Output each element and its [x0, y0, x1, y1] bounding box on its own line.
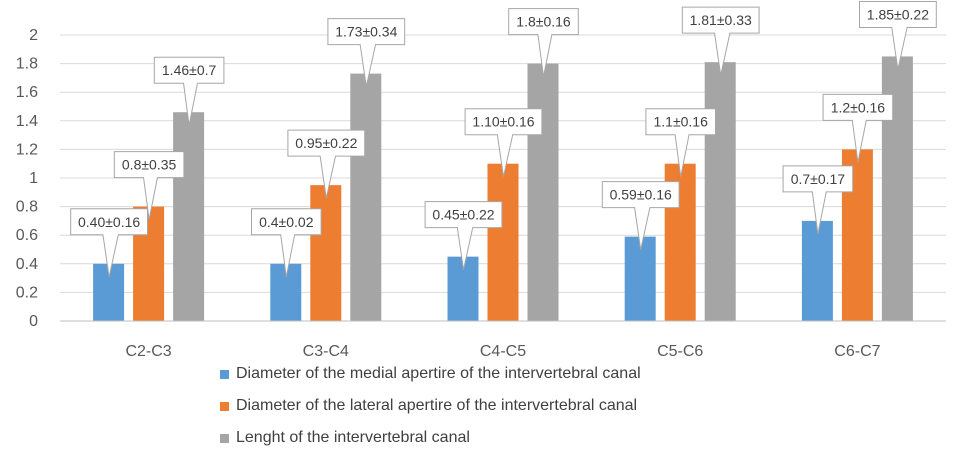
bar: [173, 112, 205, 321]
legend: Diameter of the medial apertire of the i…: [220, 358, 641, 454]
data-label-callout: [287, 129, 366, 199]
data-label: 1.81±0.33: [690, 12, 752, 28]
data-label: 0.45±0.22: [432, 207, 494, 223]
legend-label-lateral: Diameter of the lateral apertire of the …: [236, 397, 638, 414]
legend-item-lateral: Diameter of the lateral apertire of the …: [220, 390, 641, 422]
data-label: 1.8±0.16: [516, 14, 571, 30]
y-tick-label: 1: [29, 170, 38, 187]
y-tick-label: 0: [29, 313, 38, 330]
x-tick-label: C4-C5: [480, 343, 526, 360]
bar: [310, 185, 342, 321]
legend-item-length: Lenght of the intervertebral canal: [220, 422, 641, 454]
x-tick-label: C6-C7: [834, 343, 880, 360]
data-label: 1.10±0.16: [472, 114, 534, 130]
data-label-callout: [645, 108, 716, 177]
data-label: 0.8±0.35: [122, 157, 177, 173]
data-label-callout: [424, 201, 503, 270]
data-label-callout: [601, 181, 680, 250]
y-tick-label: 1.8: [16, 56, 38, 73]
legend-swatch-medial: [220, 369, 229, 379]
data-label: 1.73±0.34: [335, 24, 397, 40]
data-label: 1.46±0.7: [162, 62, 217, 78]
y-tick-label: 1.4: [16, 113, 38, 130]
data-label-callout: [822, 93, 894, 163]
y-tick-label: 0.8: [16, 199, 38, 216]
y-tick-label: 0.4: [16, 256, 38, 273]
y-tick-label: 0.2: [16, 284, 38, 301]
data-label-callout: [464, 108, 543, 177]
y-tick-label: 2: [29, 27, 38, 44]
data-label: 0.40±0.16: [78, 214, 140, 230]
data-label-callout: [251, 208, 322, 277]
data-label: 1.85±0.22: [867, 6, 929, 22]
data-label: 0.4±0.02: [259, 214, 314, 230]
data-label-callout: [508, 8, 579, 77]
x-tick-label: C5-C6: [657, 343, 703, 360]
data-label: 0.95±0.22: [295, 135, 357, 151]
data-label-callout: [327, 18, 406, 87]
x-tick-label: C2-C3: [125, 343, 171, 360]
data-label-callout: [782, 165, 854, 234]
data-label: 0.59±0.16: [610, 187, 672, 203]
y-tick-label: 0.6: [16, 227, 38, 244]
bar: [350, 73, 382, 321]
data-label-callout: [70, 208, 148, 277]
bar: [487, 163, 519, 321]
legend-label-medial: Diameter of the medial apertire of the i…: [236, 365, 641, 382]
data-label: 1.1±0.16: [653, 114, 708, 130]
data-label: 0.7±0.17: [791, 171, 846, 187]
data-label-callout: [859, 0, 937, 70]
data-label-callout: [681, 6, 760, 76]
legend-item-medial: Diameter of the medial apertire of the i…: [220, 358, 641, 390]
y-tick-label: 1.6: [16, 84, 38, 101]
y-tick-label: 1.2: [16, 141, 38, 158]
bar: [624, 236, 656, 321]
bar: [527, 63, 559, 321]
data-label-callout: [153, 56, 225, 126]
data-label-callout: [113, 151, 185, 220]
legend-swatch-length: [220, 433, 229, 443]
bar: [704, 62, 736, 322]
data-label: 1.2±0.16: [831, 99, 886, 115]
bar: [801, 220, 833, 321]
x-tick-label: C3-C4: [303, 343, 349, 360]
legend-swatch-lateral: [220, 401, 229, 411]
legend-label-length: Lenght of the intervertebral canal: [236, 429, 470, 446]
